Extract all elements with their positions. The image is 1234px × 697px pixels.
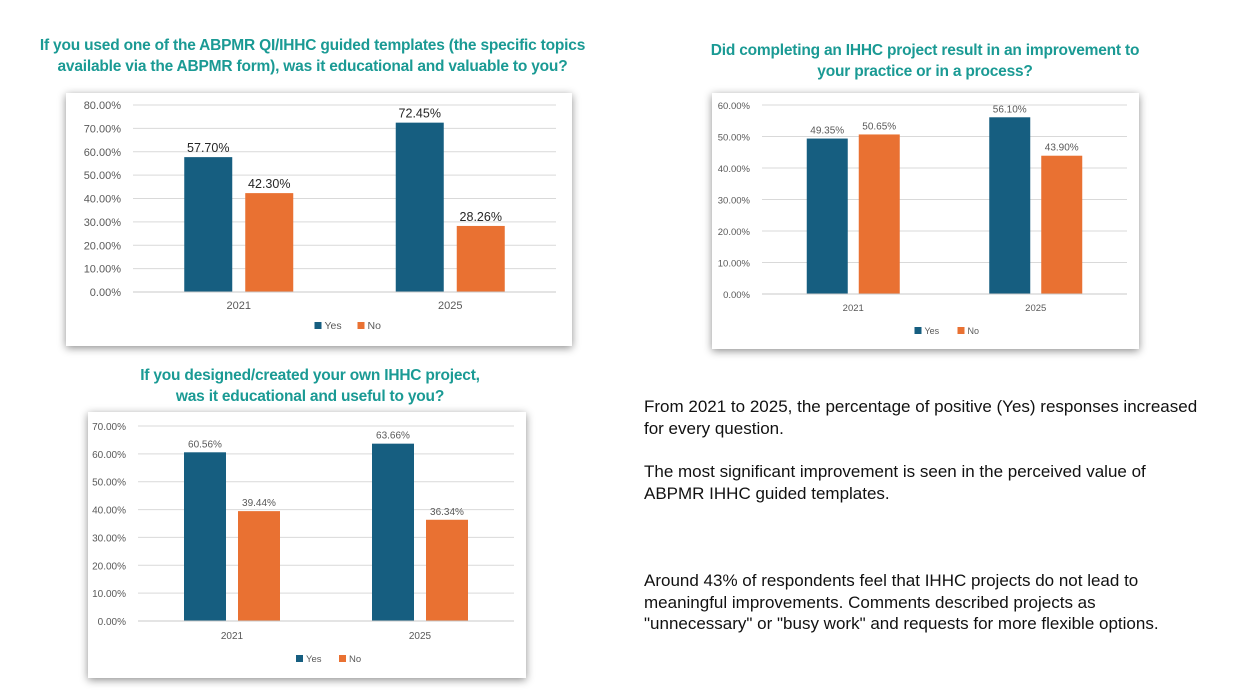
legend-swatch-yes (914, 327, 922, 334)
x-tick-label: 2021 (221, 631, 244, 642)
bar-no-2025 (456, 225, 505, 292)
y-tick-label: 30.00% (92, 533, 126, 544)
legend-swatch-no (957, 327, 965, 334)
y-tick-label: 10.00% (84, 264, 122, 276)
y-tick-label: 0.00% (723, 290, 750, 301)
data-label: 28.26% (460, 210, 502, 224)
chart-3-title-line-2: was it educational and useful to you? (175, 388, 445, 405)
data-label: 72.45% (399, 107, 441, 121)
legend-swatch-no (357, 322, 365, 329)
legend-swatch-no (339, 655, 346, 662)
y-tick-label: 60.00% (718, 101, 751, 112)
legend-swatch-yes (314, 322, 322, 329)
bar-yes-2021 (184, 452, 226, 621)
data-label: 60.56% (188, 439, 222, 450)
y-tick-label: 40.00% (84, 194, 122, 206)
x-tick-label: 2025 (409, 631, 432, 642)
data-label: 42.30% (248, 177, 290, 191)
bar-no-2025 (1041, 155, 1083, 294)
chart-1-card: 0.00% 10.00% 20.00% 30.00% 40.00% 50.00% 60.00… (66, 93, 572, 346)
chart-2-legend: Yes No (914, 326, 980, 336)
data-label: 57.70% (187, 141, 229, 155)
bar-yes-2025 (989, 117, 1031, 294)
data-label: 56.10% (993, 104, 1027, 115)
y-tick-label: 30.00% (84, 217, 122, 229)
legend-label-no: No (349, 654, 361, 665)
legend-swatch-yes (296, 655, 303, 662)
y-tick-label: 20.00% (84, 240, 122, 252)
y-tick-label: 70.00% (92, 422, 126, 433)
chart-1-bars: 57.70% 42.30% 72.45% 28.26% (184, 107, 505, 292)
insight-1-text: From 2021 to 2025, the percentage of pos… (644, 397, 1198, 438)
chart-2-card: 0.00% 10.00% 20.00% 30.00% 40.00% 50.00% 60.00… (712, 93, 1139, 349)
data-label: 49.35% (810, 126, 844, 137)
x-tick-label: 2025 (1025, 303, 1046, 314)
insight-3: Around 43% of respondents feel that IHHC… (644, 570, 1204, 635)
insight-3-text: Around 43% of respondents feel that IHHC… (644, 571, 1159, 633)
chart-2-y-axis: 0.00% 10.00% 20.00% 30.00% 40.00% 50.00% 60.00… (718, 101, 751, 301)
data-label: 50.65% (862, 121, 896, 132)
y-tick-label: 80.00% (84, 100, 122, 112)
chart-1-svg: 0.00% 10.00% 20.00% 30.00% 40.00% 50.00% 60.00… (84, 100, 556, 332)
chart-3-card: 0.00% 10.00% 20.00% 30.00% 40.00% 50.00% 60.00… (88, 412, 526, 678)
bar-yes-2021 (806, 138, 848, 294)
y-tick-label: 50.00% (84, 170, 122, 182)
data-label: 36.34% (430, 507, 464, 518)
y-tick-label: 10.00% (92, 589, 126, 600)
chart-2-title-line-2: your practice or in a process? (817, 63, 1033, 80)
legend-label-no: No (968, 326, 980, 336)
insight-2: The most significant improvement is seen… (644, 461, 1204, 504)
bar-yes-2025 (395, 122, 444, 292)
insight-1: From 2021 to 2025, the percentage of pos… (644, 396, 1204, 439)
bar-yes-2025 (372, 443, 414, 621)
chart-1-title-line-2: available via the ABPMR form), was it ed… (57, 58, 568, 75)
bar-no-2021 (858, 134, 900, 294)
chart-3-title: If you designed/created your own IHHC pr… (90, 365, 530, 407)
y-tick-label: 50.00% (718, 133, 751, 144)
y-tick-label: 0.00% (90, 287, 121, 299)
chart-1-legend: Yes No (314, 320, 382, 332)
y-tick-label: 40.00% (718, 164, 751, 175)
chart-2-title-line-1: Did completing an IHHC project result in… (710, 42, 1140, 59)
bar-no-2021 (238, 511, 280, 621)
insight-2-text: The most significant improvement is seen… (644, 462, 1146, 503)
data-label: 39.44% (242, 498, 276, 509)
y-tick-label: 20.00% (718, 227, 751, 238)
chart-2-svg: 0.00% 10.00% 20.00% 30.00% 40.00% 50.00% 60.00… (718, 101, 1127, 336)
legend-label-yes: Yes (306, 654, 322, 665)
data-label: 43.90% (1045, 143, 1079, 154)
y-tick-label: 70.00% (84, 123, 122, 135)
y-tick-label: 40.00% (92, 506, 126, 517)
x-tick-label: 2021 (227, 300, 251, 312)
legend-label-yes: Yes (325, 320, 342, 332)
chart-1-title-line-1: If you used one of the ABPMR QI/IHHC gui… (39, 37, 586, 54)
y-tick-label: 50.00% (92, 478, 126, 489)
chart-3-bars: 60.56% 39.44% 63.66% 36.34% (184, 431, 468, 621)
chart-2-title: Did completing an IHHC project result in… (690, 40, 1160, 82)
legend-label-no: No (368, 320, 382, 332)
data-label: 63.66% (376, 431, 410, 442)
y-tick-label: 60.00% (92, 450, 126, 461)
y-tick-label: 20.00% (92, 561, 126, 572)
bar-no-2021 (245, 193, 294, 292)
bar-yes-2021 (184, 157, 233, 292)
chart-3-legend: Yes No (296, 654, 361, 665)
chart-1-y-axis: 0.00% 10.00% 20.00% 30.00% 40.00% 50.00% 60.00… (84, 100, 122, 299)
chart-3-title-line-1: If you designed/created your own IHHC pr… (140, 367, 480, 384)
y-tick-label: 10.00% (718, 259, 751, 270)
x-tick-label: 2025 (438, 300, 462, 312)
chart-3-svg: 0.00% 10.00% 20.00% 30.00% 40.00% 50.00% 60.00… (92, 422, 514, 665)
chart-3-y-axis: 0.00% 10.00% 20.00% 30.00% 40.00% 50.00% 60.00… (92, 422, 126, 628)
bar-no-2025 (426, 519, 468, 621)
chart-2-bars: 49.35% 50.65% 56.10% 43.90% (806, 104, 1083, 294)
x-tick-label: 2021 (843, 303, 864, 314)
y-tick-label: 60.00% (84, 147, 122, 159)
y-tick-label: 30.00% (718, 196, 751, 207)
legend-label-yes: Yes (925, 326, 940, 336)
y-tick-label: 0.00% (98, 617, 126, 628)
chart-1-title: If you used one of the ABPMR QI/IHHC gui… (10, 35, 615, 77)
